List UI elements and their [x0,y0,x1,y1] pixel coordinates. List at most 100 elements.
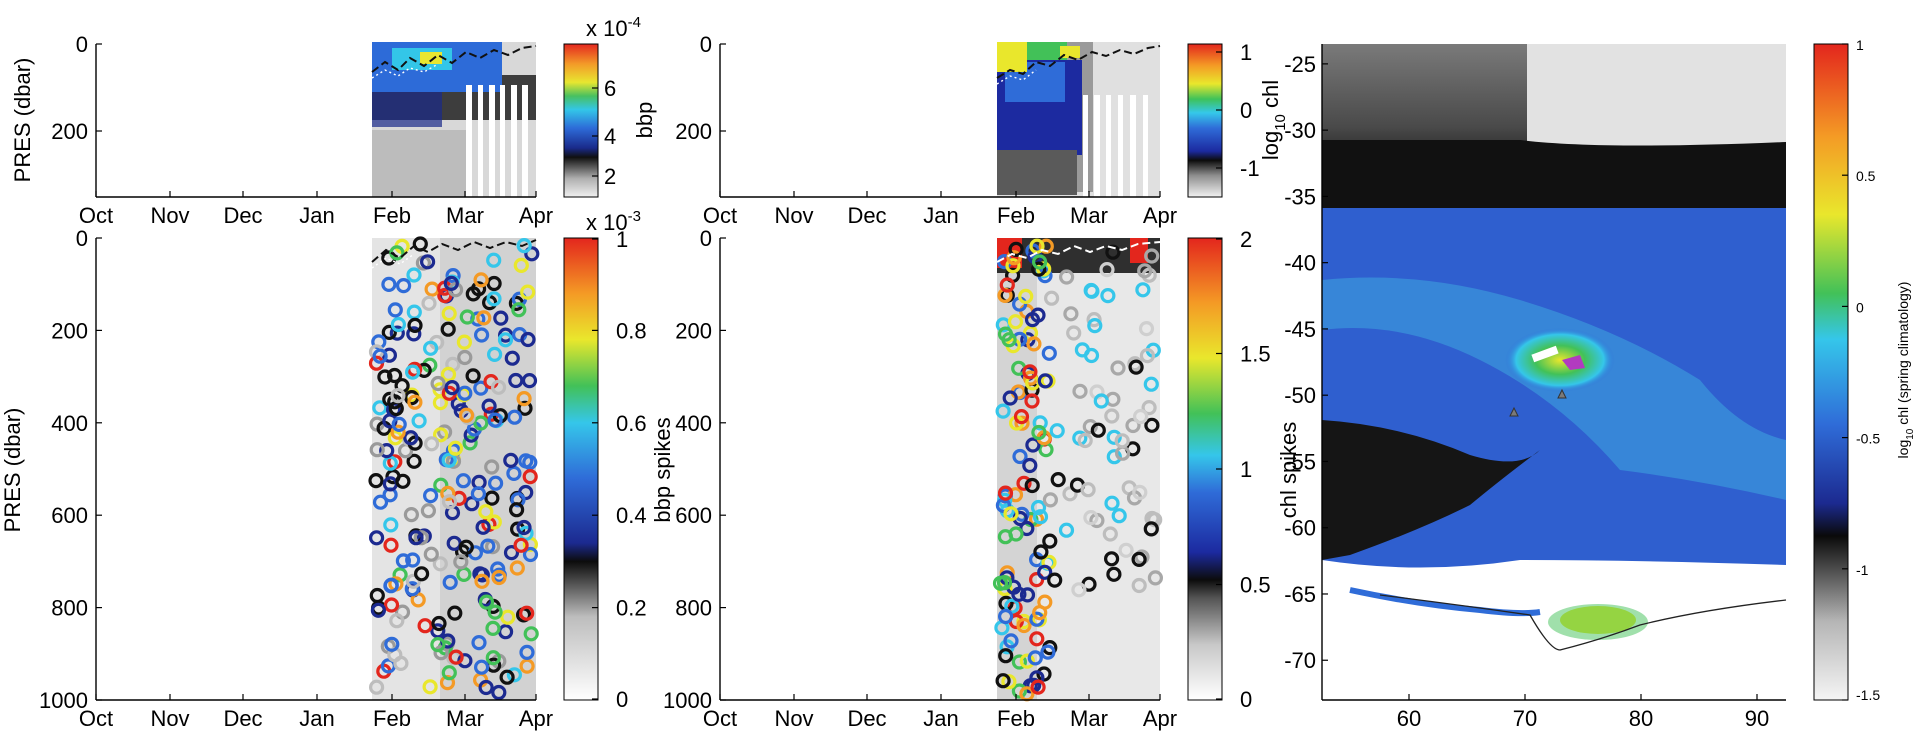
scatter-ring [447,605,463,621]
scatter-ring [473,272,489,288]
map-xtick-label: 90 [1745,706,1769,731]
scatter-ring [522,546,539,563]
panel-bottom-left: 0 200 400 600 800 1000 PRES (dbar) Oct Nov Dec J… [0,208,647,731]
xtick-label: Oct [703,203,737,228]
scatter-ring [1143,376,1159,392]
scatter-ring [1082,419,1098,435]
scatter-ring [383,517,399,533]
xtick-label: Dec [847,706,886,731]
xtick-label: Mar [446,203,484,228]
cbar-tick-label: -1.5 [1856,687,1880,703]
scatter-ring [485,620,501,637]
scatter-ring [433,427,449,443]
scatter-ring [430,623,446,639]
scatter-ring [441,665,457,681]
scatter-ring [440,321,456,337]
scatter-ring [491,684,507,701]
xtick-label: Dec [223,203,262,228]
scatter-ring [519,605,535,621]
cbar-tick-label: 0.8 [616,318,647,343]
scatter-ring [1030,679,1046,695]
scatter-ring [406,267,422,283]
xtick-label: Apr [519,203,553,228]
scatter-ring [486,252,502,268]
scatter-ring [1106,429,1122,445]
xtick-label: Apr [1143,706,1177,731]
scatter-ring [1022,457,1038,474]
scatter-ring [1083,509,1099,526]
scatter-ring [1026,336,1042,352]
scatter-ring [440,485,456,501]
scatter-ring [395,553,411,569]
scatter-ring [491,379,507,395]
scatter-ring [424,436,440,452]
colorbar-bbp-spikes: 0 0.2 0.4 0.6 0.8 1 x 10-3 [563,208,647,712]
scatter-ring [1105,244,1121,260]
scatter-ring [474,573,490,589]
scatter-ring [423,340,439,356]
scatter-ring [389,325,405,341]
panel-top-middle: 0 200 Oct Nov Dec Jan Feb Mar Apr -1 0 1 [675,32,1259,228]
scatter-ring [1018,288,1034,304]
map-xtick-label: 60 [1397,706,1421,731]
xtick-label: Nov [774,203,813,228]
map-ytick-label: -60 [1284,516,1316,541]
xtick-label: Dec [223,706,262,731]
scatter-ring [1049,423,1065,439]
scatter-ring [465,368,481,384]
scatter-ring [506,409,523,425]
cbar-tick-label: 0 [1240,687,1252,712]
scatter-ring [1038,238,1054,254]
scatter-ring [1029,631,1045,647]
colorbar-chl: 1 0.5 0 -0.5 -1 -1.5 log10 chl (spring climat… [1813,37,1916,703]
scatter-ring [1019,653,1035,669]
ytick: 0 [700,32,712,57]
scatter-ring [448,649,464,665]
scatter-ring [1042,492,1059,508]
cbar-label: bbp [632,102,657,139]
scatter-ring [381,276,397,292]
scatter-ring [478,679,494,696]
scatter-ring [1005,258,1021,274]
xtick-label: Mar [1070,203,1108,228]
ytick: 200 [51,119,88,144]
cbar-label: log10 chl (spring climatology) [1895,282,1916,459]
scatter-ring [1024,393,1040,409]
scatter-ring [995,403,1011,419]
scatter-ring [1031,261,1047,277]
scatter-ring [1037,373,1053,389]
scatter-ring [1102,526,1118,542]
scatter-ring [439,674,456,691]
xtick-label: Nov [774,706,813,731]
scatter-ring [457,349,473,366]
scatter-ring [484,459,500,475]
scatter-ring [519,658,535,674]
scatter-ring [513,537,529,553]
scatter-ring [432,556,448,572]
scatter-ring [476,310,492,326]
cbar-tick-label: 0 [1856,299,1864,315]
cbar-tick: 4 [604,124,616,149]
cbar-tick: -1 [1240,156,1260,181]
ytick-label: 400 [675,411,712,436]
scatter-ring [506,465,522,481]
scatter-ring [1014,415,1030,431]
cbar-tick-label: 0.5 [1856,168,1876,184]
xtick-label: Mar [1070,706,1108,731]
cbar-tick-label: 0 [616,687,628,712]
scatter-ring [481,398,497,414]
scatter-ring [406,453,422,469]
ytick: 0 [76,32,88,57]
map-ytick-label: -25 [1284,52,1316,77]
scatter-ring [383,577,399,593]
scatter-ring [486,291,502,307]
scatter-ring [1031,424,1047,441]
scatter-ring [464,496,480,512]
scatter-ring [470,486,486,502]
map-ytick-label: -70 [1284,648,1316,673]
scatter-ring [1144,248,1160,264]
scatter-ring [1003,506,1019,522]
scatter-ring [480,538,496,554]
xtick-label: Dec [847,203,886,228]
